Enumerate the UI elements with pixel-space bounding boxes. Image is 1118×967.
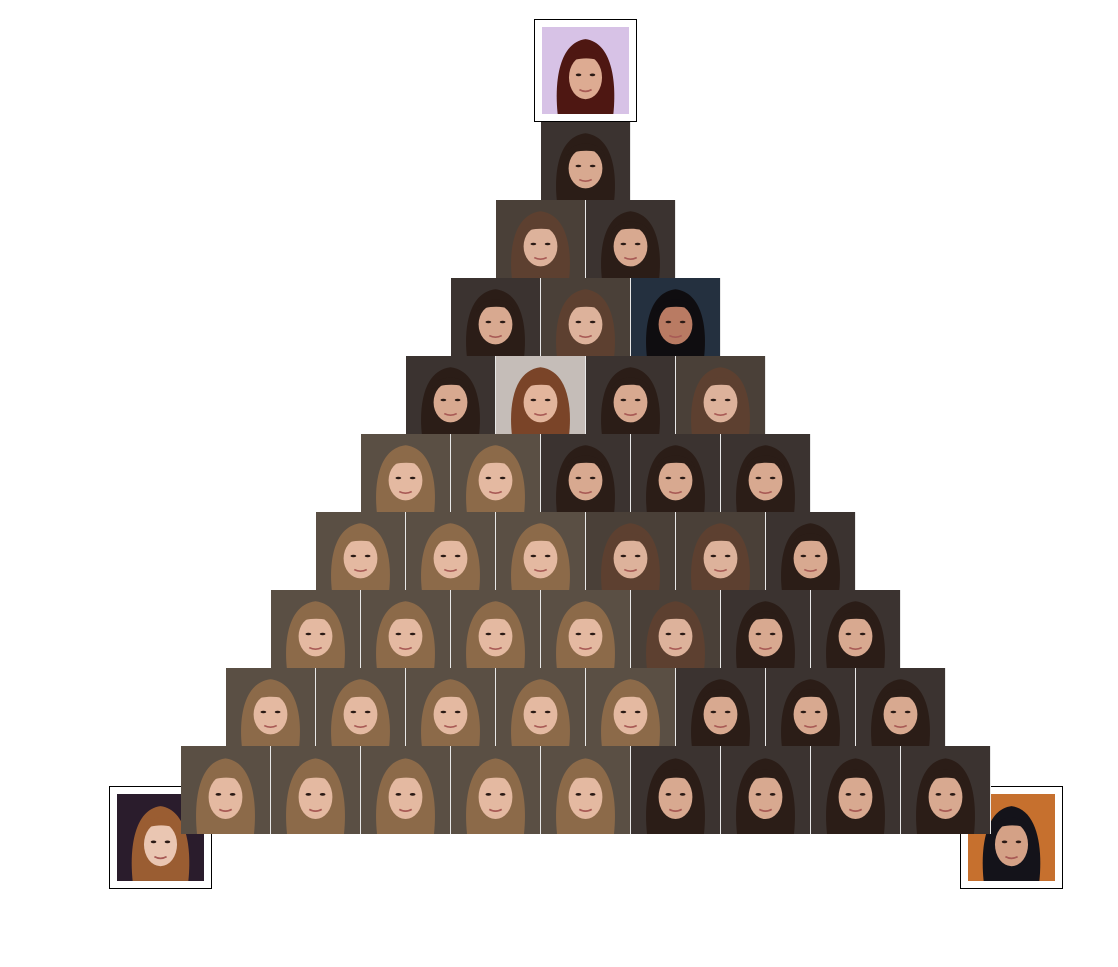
interpolated-face-tile: [541, 746, 631, 834]
interpolated-face-tile: [541, 278, 631, 358]
interpolated-face-tile: [451, 278, 541, 358]
interpolated-face-tile: [181, 746, 271, 834]
interpolated-face-tile: [676, 668, 766, 748]
interpolated-face-tile: [496, 200, 586, 280]
source-portrait-right: [960, 786, 1063, 889]
interpolated-face-tile: [271, 590, 361, 670]
interpolated-face-tile: [766, 668, 856, 748]
interpolated-face-tile: [676, 356, 766, 436]
interpolated-face-tile: [631, 590, 721, 670]
interpolated-face-tile: [586, 200, 676, 280]
interpolated-face-tile: [721, 434, 811, 514]
interpolated-face-tile: [631, 278, 721, 358]
interpolated-face-tile: [496, 668, 586, 748]
interpolated-face-tile: [541, 434, 631, 514]
interpolated-face-tile: [496, 356, 586, 436]
interpolated-face-tile: [811, 746, 901, 834]
interpolated-face-tile: [811, 590, 901, 670]
interpolated-face-tile: [901, 746, 991, 834]
interpolated-face-tile: [721, 590, 811, 670]
interpolated-face-tile: [451, 434, 541, 514]
interpolated-face-tile: [316, 512, 406, 592]
interpolated-face-tile: [361, 746, 451, 834]
interpolated-face-tile: [451, 746, 541, 834]
source-portrait-top: [534, 19, 637, 122]
interpolated-face-tile: [451, 590, 541, 670]
interpolated-face-tile: [586, 668, 676, 748]
interpolated-face-tile: [541, 122, 631, 202]
interpolated-face-tile: [676, 512, 766, 592]
interpolated-face-tile: [316, 668, 406, 748]
interpolated-face-tile: [631, 434, 721, 514]
interpolated-face-tile: [586, 512, 676, 592]
interpolated-face-tile: [496, 512, 586, 592]
interpolated-face-tile: [361, 434, 451, 514]
interpolated-face-tile: [766, 512, 856, 592]
interpolated-face-tile: [856, 668, 946, 748]
interpolated-face-tile: [586, 356, 676, 436]
interpolated-face-tile: [541, 590, 631, 670]
interpolated-face-tile: [406, 356, 496, 436]
interpolated-face-tile: [406, 668, 496, 748]
interpolated-face-tile: [361, 590, 451, 670]
interpolated-face-tile: [271, 746, 361, 834]
interpolated-face-tile: [721, 746, 811, 834]
interpolated-face-tile: [631, 746, 721, 834]
interpolated-face-tile: [406, 512, 496, 592]
interpolated-face-tile: [226, 668, 316, 748]
